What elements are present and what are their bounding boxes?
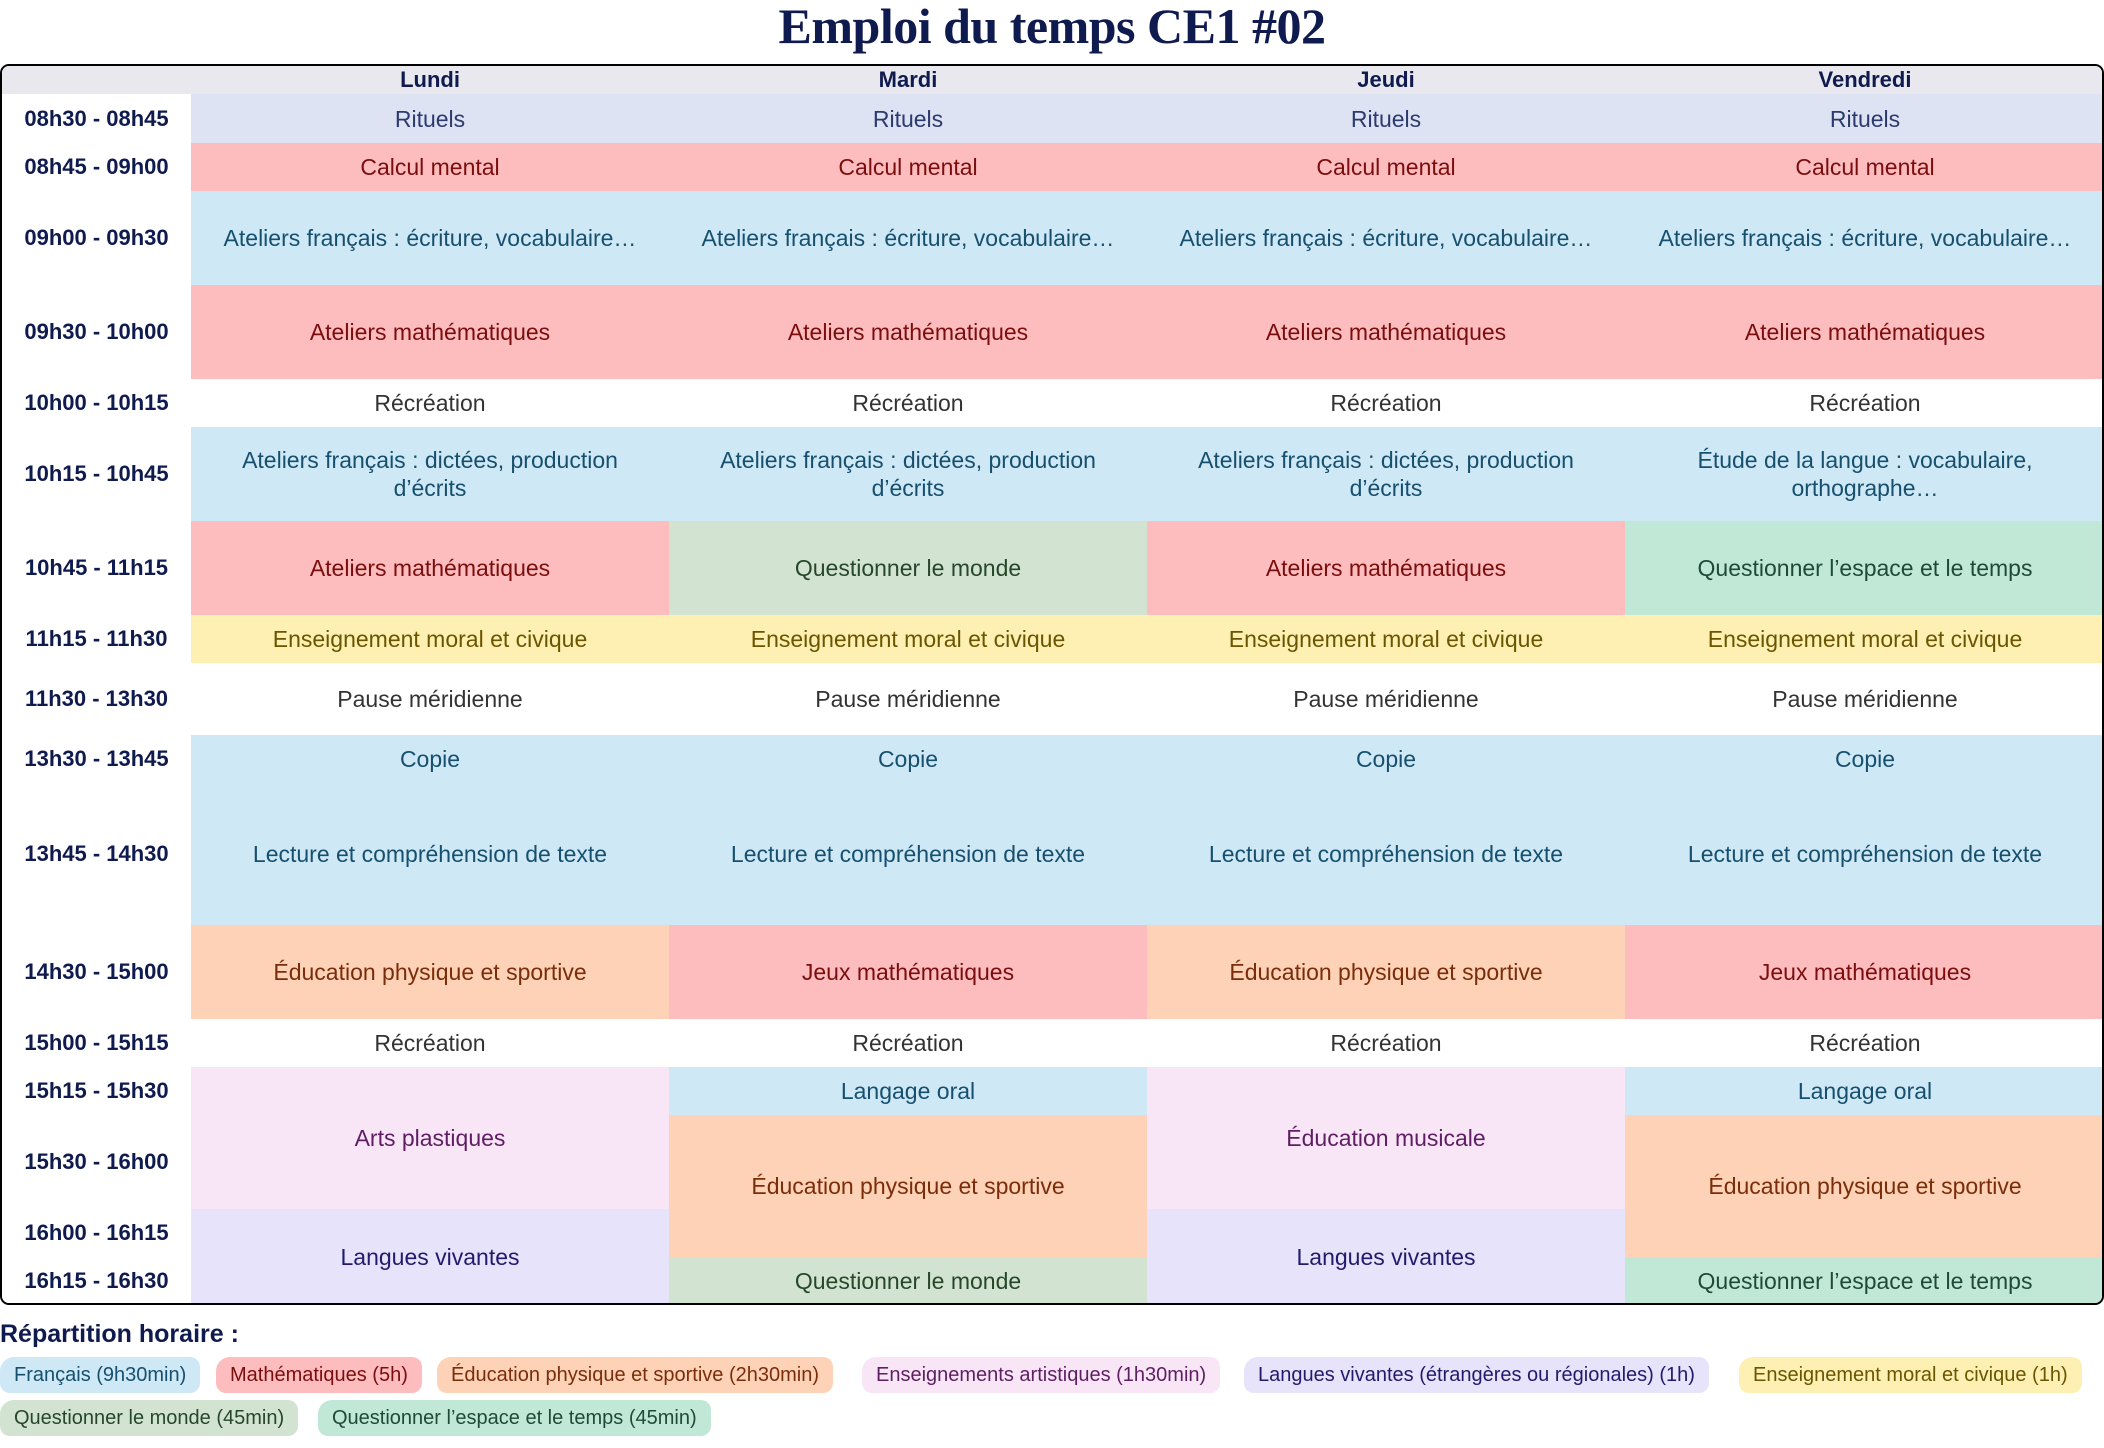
time-slot: 15h30 - 16h00 bbox=[2, 1115, 193, 1211]
legend-item-francais: Français (9h30min) bbox=[0, 1357, 201, 1393]
time-slot: 10h00 - 10h15 bbox=[2, 379, 193, 429]
legend-title: Répartition horaire : bbox=[0, 1320, 239, 1348]
time-slot: 13h45 - 14h30 bbox=[2, 783, 193, 927]
time-slot: 13h30 - 13h45 bbox=[2, 735, 193, 785]
time-slot: 14h30 - 15h00 bbox=[2, 925, 193, 1021]
lesson-cell: Lecture et compréhension de texte bbox=[191, 783, 671, 927]
lesson-cell: Ateliers français : dictées, production … bbox=[191, 427, 671, 523]
lesson-cell: Questionner le monde bbox=[669, 1257, 1149, 1303]
lesson-cell: Éducation physique et sportive bbox=[191, 925, 671, 1021]
lesson-cell: Pause méridienne bbox=[191, 663, 671, 737]
lesson-cell: Ateliers français : écriture, vocabulair… bbox=[191, 191, 671, 287]
lesson-cell: Enseignement moral et civique bbox=[191, 615, 671, 665]
lesson-cell: Calcul mental bbox=[1147, 143, 1627, 193]
lesson-cell: Ateliers mathématiques bbox=[1147, 521, 1627, 617]
lesson-cell: Récréation bbox=[669, 1019, 1149, 1069]
header-day-vendredi: Vendredi bbox=[1625, 66, 2102, 96]
time-slot: 10h45 - 11h15 bbox=[2, 521, 193, 617]
time-slot: 09h30 - 10h00 bbox=[2, 285, 193, 381]
lesson-cell: Arts plastiques bbox=[191, 1067, 671, 1211]
lesson-cell: Récréation bbox=[1625, 379, 2102, 429]
lesson-cell: Copie bbox=[1625, 735, 2102, 785]
lesson-cell: Langage oral bbox=[669, 1067, 1149, 1117]
lesson-cell: Jeux mathématiques bbox=[669, 925, 1149, 1021]
legend-item-questionner-monde: Questionner le monde (45min) bbox=[0, 1400, 299, 1436]
time-slot: 15h00 - 15h15 bbox=[2, 1019, 193, 1069]
lesson-cell: Pause méridienne bbox=[1625, 663, 2102, 737]
lesson-cell: Enseignement moral et civique bbox=[669, 615, 1149, 665]
lesson-cell: Récréation bbox=[191, 379, 671, 429]
lesson-cell: Calcul mental bbox=[669, 143, 1149, 193]
lesson-cell: Calcul mental bbox=[191, 143, 671, 193]
header-corner bbox=[2, 66, 193, 96]
lesson-cell: Ateliers mathématiques bbox=[669, 285, 1149, 381]
lesson-cell: Lecture et compréhension de texte bbox=[1625, 783, 2102, 927]
lesson-cell: Enseignement moral et civique bbox=[1147, 615, 1627, 665]
lesson-cell: Éducation musicale bbox=[1147, 1067, 1627, 1211]
lesson-cell: Éducation physique et sportive bbox=[1625, 1115, 2102, 1259]
lesson-cell: Récréation bbox=[191, 1019, 671, 1069]
lesson-cell: Rituels bbox=[669, 94, 1149, 145]
lesson-cell: Ateliers mathématiques bbox=[191, 521, 671, 617]
legend-item-langues: Langues vivantes (étrangères ou régional… bbox=[1244, 1357, 1709, 1393]
lesson-cell: Rituels bbox=[191, 94, 671, 145]
lesson-cell: Questionner l’espace et le temps bbox=[1625, 1257, 2102, 1303]
lesson-cell: Jeux mathématiques bbox=[1625, 925, 2102, 1021]
lesson-cell: Ateliers français : écriture, vocabulair… bbox=[1625, 191, 2102, 287]
lesson-cell: Étude de la langue : vocabulaire, orthog… bbox=[1625, 427, 2102, 523]
lesson-cell: Pause méridienne bbox=[669, 663, 1149, 737]
lesson-cell: Ateliers français : dictées, production … bbox=[669, 427, 1149, 523]
lesson-cell: Lecture et compréhension de texte bbox=[1147, 783, 1627, 927]
lesson-cell: Questionner le monde bbox=[669, 521, 1149, 617]
lesson-cell: Copie bbox=[191, 735, 671, 785]
time-slot: 10h15 - 10h45 bbox=[2, 427, 193, 523]
lesson-cell: Rituels bbox=[1147, 94, 1627, 145]
lesson-cell: Langues vivantes bbox=[1147, 1209, 1627, 1303]
lesson-cell: Questionner l’espace et le temps bbox=[1625, 521, 2102, 617]
lesson-cell: Rituels bbox=[1625, 94, 2102, 145]
lesson-cell: Lecture et compréhension de texte bbox=[669, 783, 1149, 927]
legend-item-eps: Éducation physique et sportive (2h30min) bbox=[437, 1357, 833, 1393]
lesson-cell: Enseignement moral et civique bbox=[1625, 615, 2102, 665]
time-slot: 15h15 - 15h30 bbox=[2, 1067, 193, 1117]
header-day-jeudi: Jeudi bbox=[1147, 66, 1627, 96]
lesson-cell: Ateliers français : écriture, vocabulair… bbox=[669, 191, 1149, 287]
legend-item-questionner-espace-temps: Questionner l’espace et le temps (45min) bbox=[318, 1400, 711, 1436]
legend-item-mathematiques: Mathématiques (5h) bbox=[216, 1357, 422, 1393]
lesson-cell: Pause méridienne bbox=[1147, 663, 1627, 737]
time-slot: 08h30 - 08h45 bbox=[2, 94, 193, 145]
lesson-cell: Copie bbox=[1147, 735, 1627, 785]
time-slot: 08h45 - 09h00 bbox=[2, 143, 193, 193]
lesson-cell: Éducation physique et sportive bbox=[1147, 925, 1627, 1021]
lesson-cell: Langage oral bbox=[1625, 1067, 2102, 1117]
time-slot: 16h00 - 16h15 bbox=[2, 1209, 193, 1259]
time-slot: 11h30 - 13h30 bbox=[2, 663, 193, 737]
lesson-cell: Récréation bbox=[1147, 1019, 1627, 1069]
lesson-cell: Calcul mental bbox=[1625, 143, 2102, 193]
lesson-cell: Récréation bbox=[669, 379, 1149, 429]
time-slot: 11h15 - 11h30 bbox=[2, 615, 193, 665]
page-title: Emploi du temps CE1 #02 bbox=[778, 0, 1326, 54]
lesson-cell: Langues vivantes bbox=[191, 1209, 671, 1303]
lesson-cell: Récréation bbox=[1625, 1019, 2102, 1069]
header-day-lundi: Lundi bbox=[191, 66, 671, 96]
header-day-mardi: Mardi bbox=[669, 66, 1149, 96]
lesson-cell: Ateliers mathématiques bbox=[1147, 285, 1627, 381]
legend-item-arts: Enseignements artistiques (1h30min) bbox=[862, 1357, 1221, 1393]
lesson-cell: Éducation physique et sportive bbox=[669, 1115, 1149, 1259]
lesson-cell: Ateliers mathématiques bbox=[1625, 285, 2102, 381]
lesson-cell: Ateliers français : dictées, production … bbox=[1147, 427, 1627, 523]
time-slot: 16h15 - 16h30 bbox=[2, 1257, 193, 1303]
legend-item-emc: Enseignement moral et civique (1h) bbox=[1739, 1357, 2082, 1393]
lesson-cell: Récréation bbox=[1147, 379, 1627, 429]
lesson-cell: Ateliers mathématiques bbox=[191, 285, 671, 381]
timetable: Lundi Mardi Jeudi Vendredi 08h30 - 08h45… bbox=[0, 64, 2104, 1305]
time-slot: 09h00 - 09h30 bbox=[2, 191, 193, 287]
lesson-cell: Copie bbox=[669, 735, 1149, 785]
lesson-cell: Ateliers français : écriture, vocabulair… bbox=[1147, 191, 1627, 287]
